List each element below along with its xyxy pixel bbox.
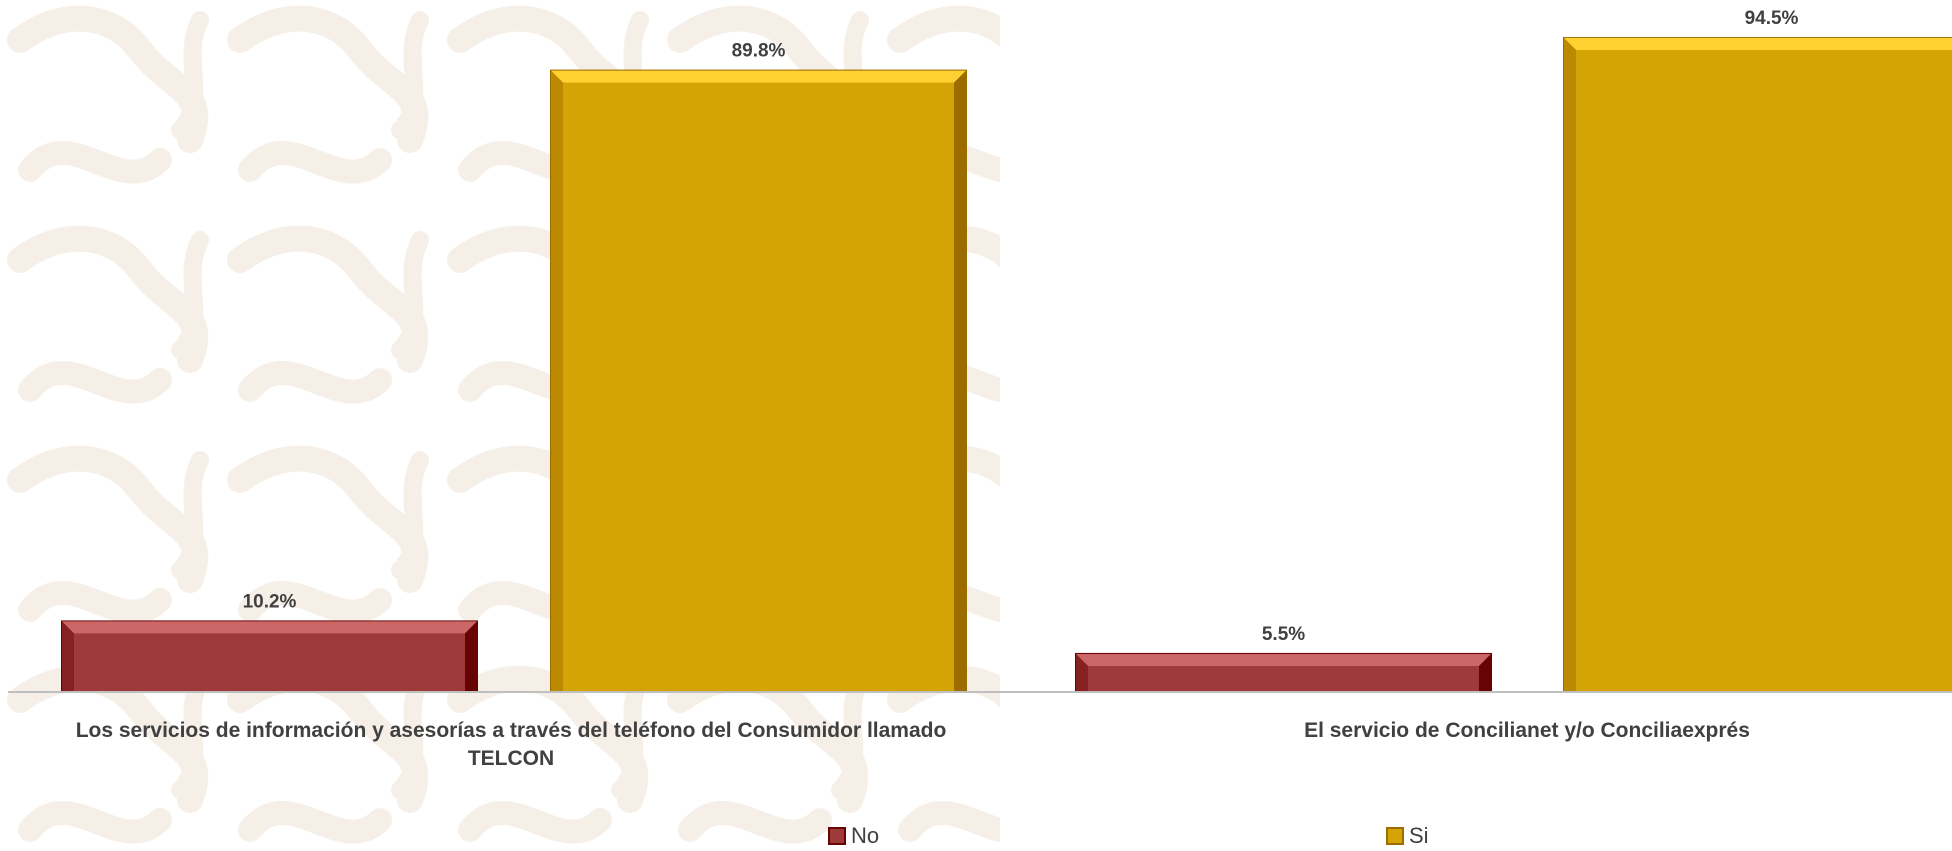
legend-label-no: No: [851, 823, 879, 846]
data-label-si-1: 89.8%: [732, 41, 786, 62]
bar-si-1: [550, 69, 967, 694]
bar-no-2: [1075, 652, 1492, 694]
bar-no-1: [61, 620, 478, 694]
legend-label-si: Si: [1409, 823, 1429, 846]
category-label-1: Los servicios de información y asesorías…: [76, 719, 947, 742]
data-label-no-2: 5.5%: [1262, 624, 1305, 645]
category-label-2: El servicio de Concilianet y/o Conciliae…: [1304, 719, 1750, 742]
labels-layer: 10.2% 5.5% 89.8% 94.5% Los servicios de info…: [76, 8, 1799, 770]
bar-si-2: [1563, 37, 1952, 694]
data-label-no-1: 10.2%: [243, 591, 297, 612]
legend-item-no: No: [828, 823, 879, 848]
bars-layer: [61, 37, 1952, 694]
data-label-si-2: 94.5%: [1745, 8, 1799, 29]
legend-item-si: Si: [1386, 823, 1429, 848]
legend: No Si: [828, 823, 1429, 848]
category-label-1: TELCON: [468, 747, 554, 770]
